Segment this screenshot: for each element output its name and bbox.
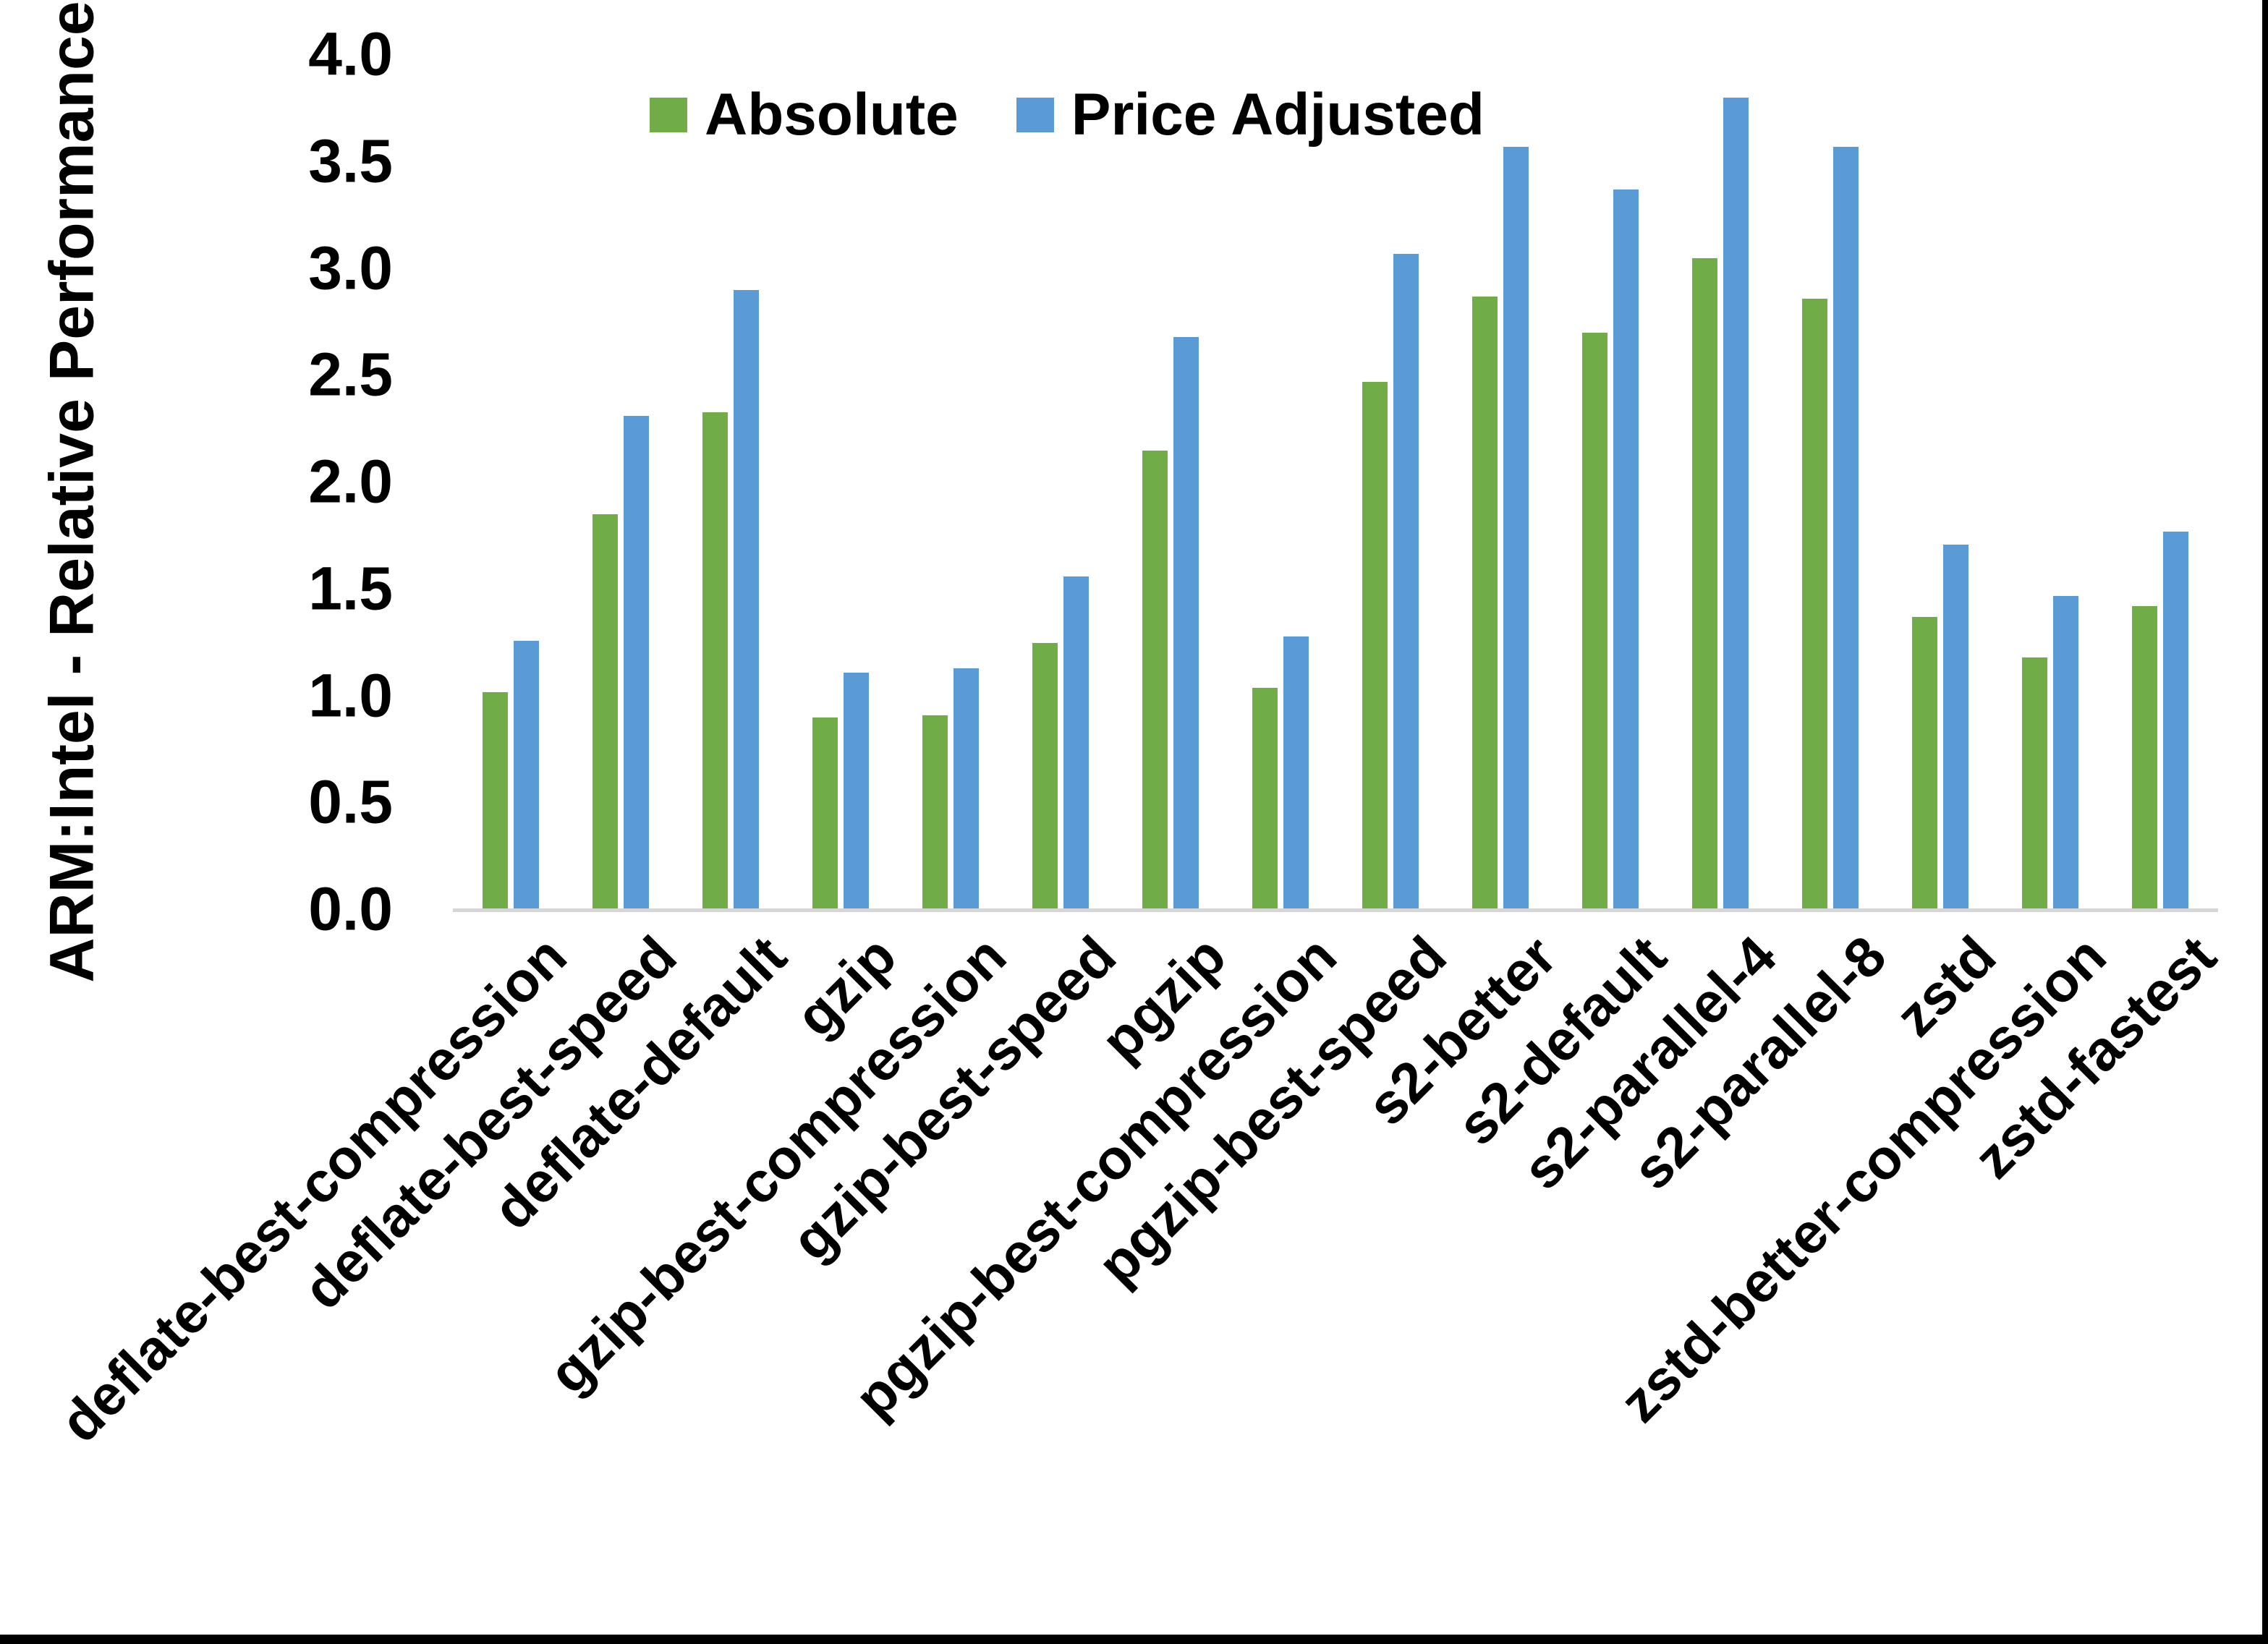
legend-label-price-adjusted: Price Adjusted	[1071, 82, 1485, 148]
bar-price-adjusted-s2-better	[1503, 147, 1529, 910]
frame-edge-right	[2262, 0, 2268, 1644]
bar-group-zstd-fastest	[2105, 55, 2215, 910]
y-axis-tick-1.0: 1.0	[308, 660, 393, 729]
legend-swatch-absolute	[650, 98, 687, 132]
bar-absolute-deflate-best-compression	[483, 691, 508, 910]
bar-group-pgzip	[1116, 55, 1226, 910]
bar-absolute-zstd	[1912, 617, 1937, 910]
legend-item-absolute: Absolute	[650, 85, 959, 145]
bar-absolute-pgzip-best-speed	[1362, 382, 1388, 910]
bar-group-gzip-best-compression	[896, 55, 1006, 910]
bar-price-adjusted-zstd	[1943, 544, 1968, 910]
bar-absolute-s2-better	[1472, 296, 1498, 910]
bar-price-adjusted-deflate-best-compression	[514, 640, 539, 910]
bar-price-adjusted-pgzip	[1173, 337, 1199, 910]
bar-price-adjusted-gzip-best-compression	[954, 668, 979, 910]
y-axis-tick-0.5: 0.5	[308, 767, 393, 836]
x-axis-line	[453, 908, 2218, 912]
bar-price-adjusted-gzip-best-speed	[1063, 576, 1089, 910]
bar-absolute-deflate-default	[702, 412, 728, 910]
bar-absolute-gzip-best-speed	[1032, 642, 1058, 910]
bar-group-deflate-default	[676, 55, 786, 910]
legend-label-absolute: Absolute	[705, 82, 959, 148]
bar-absolute-gzip	[812, 717, 838, 910]
y-axis-tick-2.0: 2.0	[308, 447, 393, 516]
frame-edge-bottom	[0, 1635, 2268, 1644]
y-axis-tick-1.5: 1.5	[308, 554, 393, 623]
bar-price-adjusted-deflate-best-speed	[624, 416, 649, 910]
bar-price-adjusted-zstd-better-compression	[2053, 595, 2078, 910]
bar-groups	[456, 55, 2215, 910]
plot-area	[453, 55, 2218, 912]
y-axis-title: ARM:Intel - Relative Performance	[37, 1, 107, 983]
bar-absolute-s2-parallel-8	[1802, 298, 1827, 910]
bar-group-pgzip-best-speed	[1335, 55, 1445, 910]
bar-absolute-pgzip-best-compression	[1252, 687, 1278, 910]
bar-group-s2-default	[1555, 55, 1665, 910]
bar-group-zstd-better-compression	[1995, 55, 2105, 910]
bar-price-adjusted-zstd-fastest	[2163, 531, 2188, 910]
bar-price-adjusted-s2-parallel-8	[1833, 147, 1859, 910]
y-axis-tick-4.0: 4.0	[308, 20, 393, 88]
bar-group-zstd	[1885, 55, 1995, 910]
bar-group-gzip-best-speed	[1006, 55, 1116, 910]
bar-price-adjusted-deflate-default	[734, 290, 759, 910]
bar-price-adjusted-s2-parallel-4	[1723, 98, 1749, 910]
bar-absolute-s2-parallel-4	[1692, 257, 1717, 910]
bar-group-deflate-best-speed	[566, 55, 676, 910]
legend: Absolute Price Adjusted	[650, 85, 1485, 145]
bar-group-s2-better	[1445, 55, 1555, 910]
bar-absolute-zstd-fastest	[2132, 606, 2157, 910]
y-axis-tick-0.0: 0.0	[308, 874, 393, 943]
y-axis-tick-3.0: 3.0	[308, 233, 393, 302]
y-axis-tick-3.5: 3.5	[308, 127, 393, 195]
bar-price-adjusted-pgzip-best-compression	[1283, 636, 1309, 910]
bar-price-adjusted-gzip	[844, 673, 869, 910]
bar-group-s2-parallel-8	[1775, 55, 1885, 910]
bar-group-gzip	[786, 55, 896, 910]
bar-absolute-gzip-best-compression	[922, 715, 948, 910]
bar-group-pgzip-best-compression	[1226, 55, 1335, 910]
legend-item-price-adjusted: Price Adjusted	[1016, 85, 1485, 145]
bar-absolute-pgzip	[1142, 450, 1168, 910]
bar-absolute-deflate-best-speed	[593, 514, 618, 910]
legend-swatch-price-adjusted	[1016, 98, 1054, 132]
bar-absolute-s2-default	[1582, 333, 1607, 910]
bar-group-deflate-best-compression	[456, 55, 566, 910]
bar-price-adjusted-pgzip-best-speed	[1393, 253, 1419, 910]
bar-price-adjusted-s2-default	[1613, 189, 1639, 910]
bar-absolute-zstd-better-compression	[2022, 657, 2047, 910]
bar-group-s2-parallel-4	[1665, 55, 1775, 910]
y-axis-tick-2.5: 2.5	[308, 340, 393, 409]
